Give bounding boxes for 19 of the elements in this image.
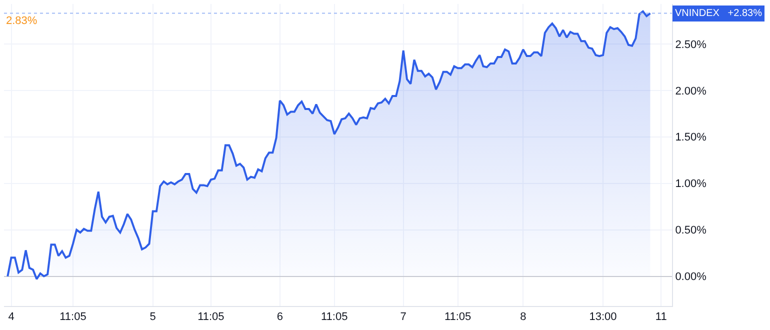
- x-tick-label: 13:00: [589, 311, 617, 324]
- x-tick-label: 11:05: [60, 311, 86, 324]
- text: VNINDEX +2.83%: [675, 8, 762, 19]
- y-tick-label: 2.00%: [675, 85, 707, 98]
- x-tick-label: 11:05: [198, 311, 224, 324]
- x-tick-label: 8: [520, 311, 526, 324]
- y-tick-label: 1.00%: [675, 178, 707, 190]
- x-tick-label: 11:05: [444, 311, 472, 324]
- x-tick-label: 4: [8, 311, 14, 324]
- y-tick-label: 1.50%: [675, 132, 707, 144]
- x-tick-label: 11: [655, 311, 667, 324]
- x-tick-label: 7: [400, 311, 406, 324]
- y-tick-label: 0.50%: [675, 224, 707, 237]
- y-tick-label: 2.50%: [675, 38, 707, 51]
- x-tick-label: 6: [276, 311, 283, 324]
- ref-line-label: 2.83%: [6, 15, 38, 27]
- y-tick-label: 0.00%: [675, 271, 707, 284]
- x-tick-label: 5: [150, 311, 156, 324]
- x-tick-label: 11:05: [321, 311, 348, 324]
